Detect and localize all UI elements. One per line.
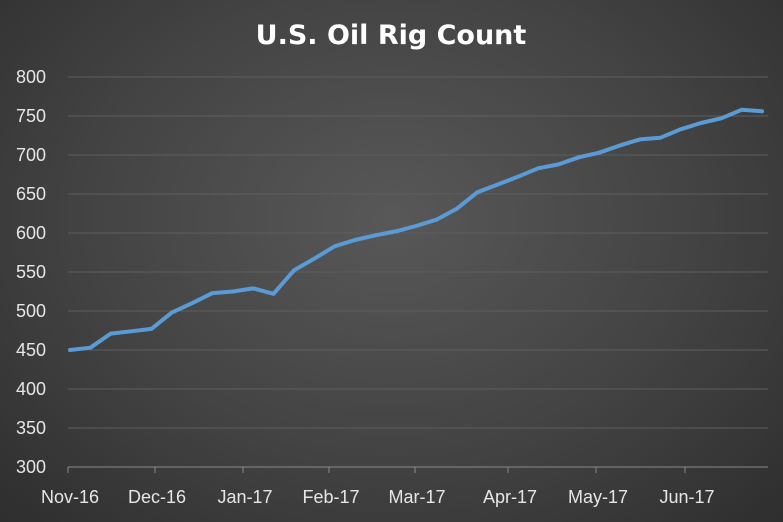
y-tick-label-400: 400 bbox=[16, 379, 46, 399]
y-tick-label-600: 600 bbox=[16, 223, 46, 243]
y-axis-tick-labels: 300 350 400 450 500 550 600 650 700 750 800 bbox=[16, 67, 46, 477]
x-tick-label-feb-17: Feb-17 bbox=[302, 487, 359, 507]
x-tick-label-apr-17: Apr-17 bbox=[483, 487, 537, 507]
y-tick-label-500: 500 bbox=[16, 301, 46, 321]
y-tick-label-300: 300 bbox=[16, 457, 46, 477]
x-tick-label-mar-17: Mar-17 bbox=[388, 487, 445, 507]
y-tick-label-700: 700 bbox=[16, 145, 46, 165]
x-tick-label-jun-17: Jun-17 bbox=[659, 487, 714, 507]
gridlines bbox=[68, 76, 768, 429]
x-tick-label-dec-16: Dec-16 bbox=[128, 487, 186, 507]
series-line-0 bbox=[68, 107, 764, 352]
y-tick-label-550: 550 bbox=[16, 262, 46, 282]
x-tick-label-nov-16: Nov-16 bbox=[41, 487, 99, 507]
x-axis-tick-labels: Nov-16 Dec-16 Jan-17 Feb-17 Mar-17 Apr-17 May-… bbox=[41, 487, 715, 507]
y-tick-label-650: 650 bbox=[16, 184, 46, 204]
y-tick-label-800: 800 bbox=[16, 67, 46, 87]
x-tick-label-may-17: May-17 bbox=[568, 487, 628, 507]
series-layer bbox=[68, 107, 764, 352]
x-tick-label-jan-17: Jan-17 bbox=[217, 487, 272, 507]
y-tick-label-750: 750 bbox=[16, 106, 46, 126]
y-tick-label-450: 450 bbox=[16, 340, 46, 360]
axes bbox=[67, 466, 768, 473]
y-tick-label-350: 350 bbox=[16, 418, 46, 438]
chart-title: U.S. Oil Rig Count bbox=[256, 20, 527, 51]
